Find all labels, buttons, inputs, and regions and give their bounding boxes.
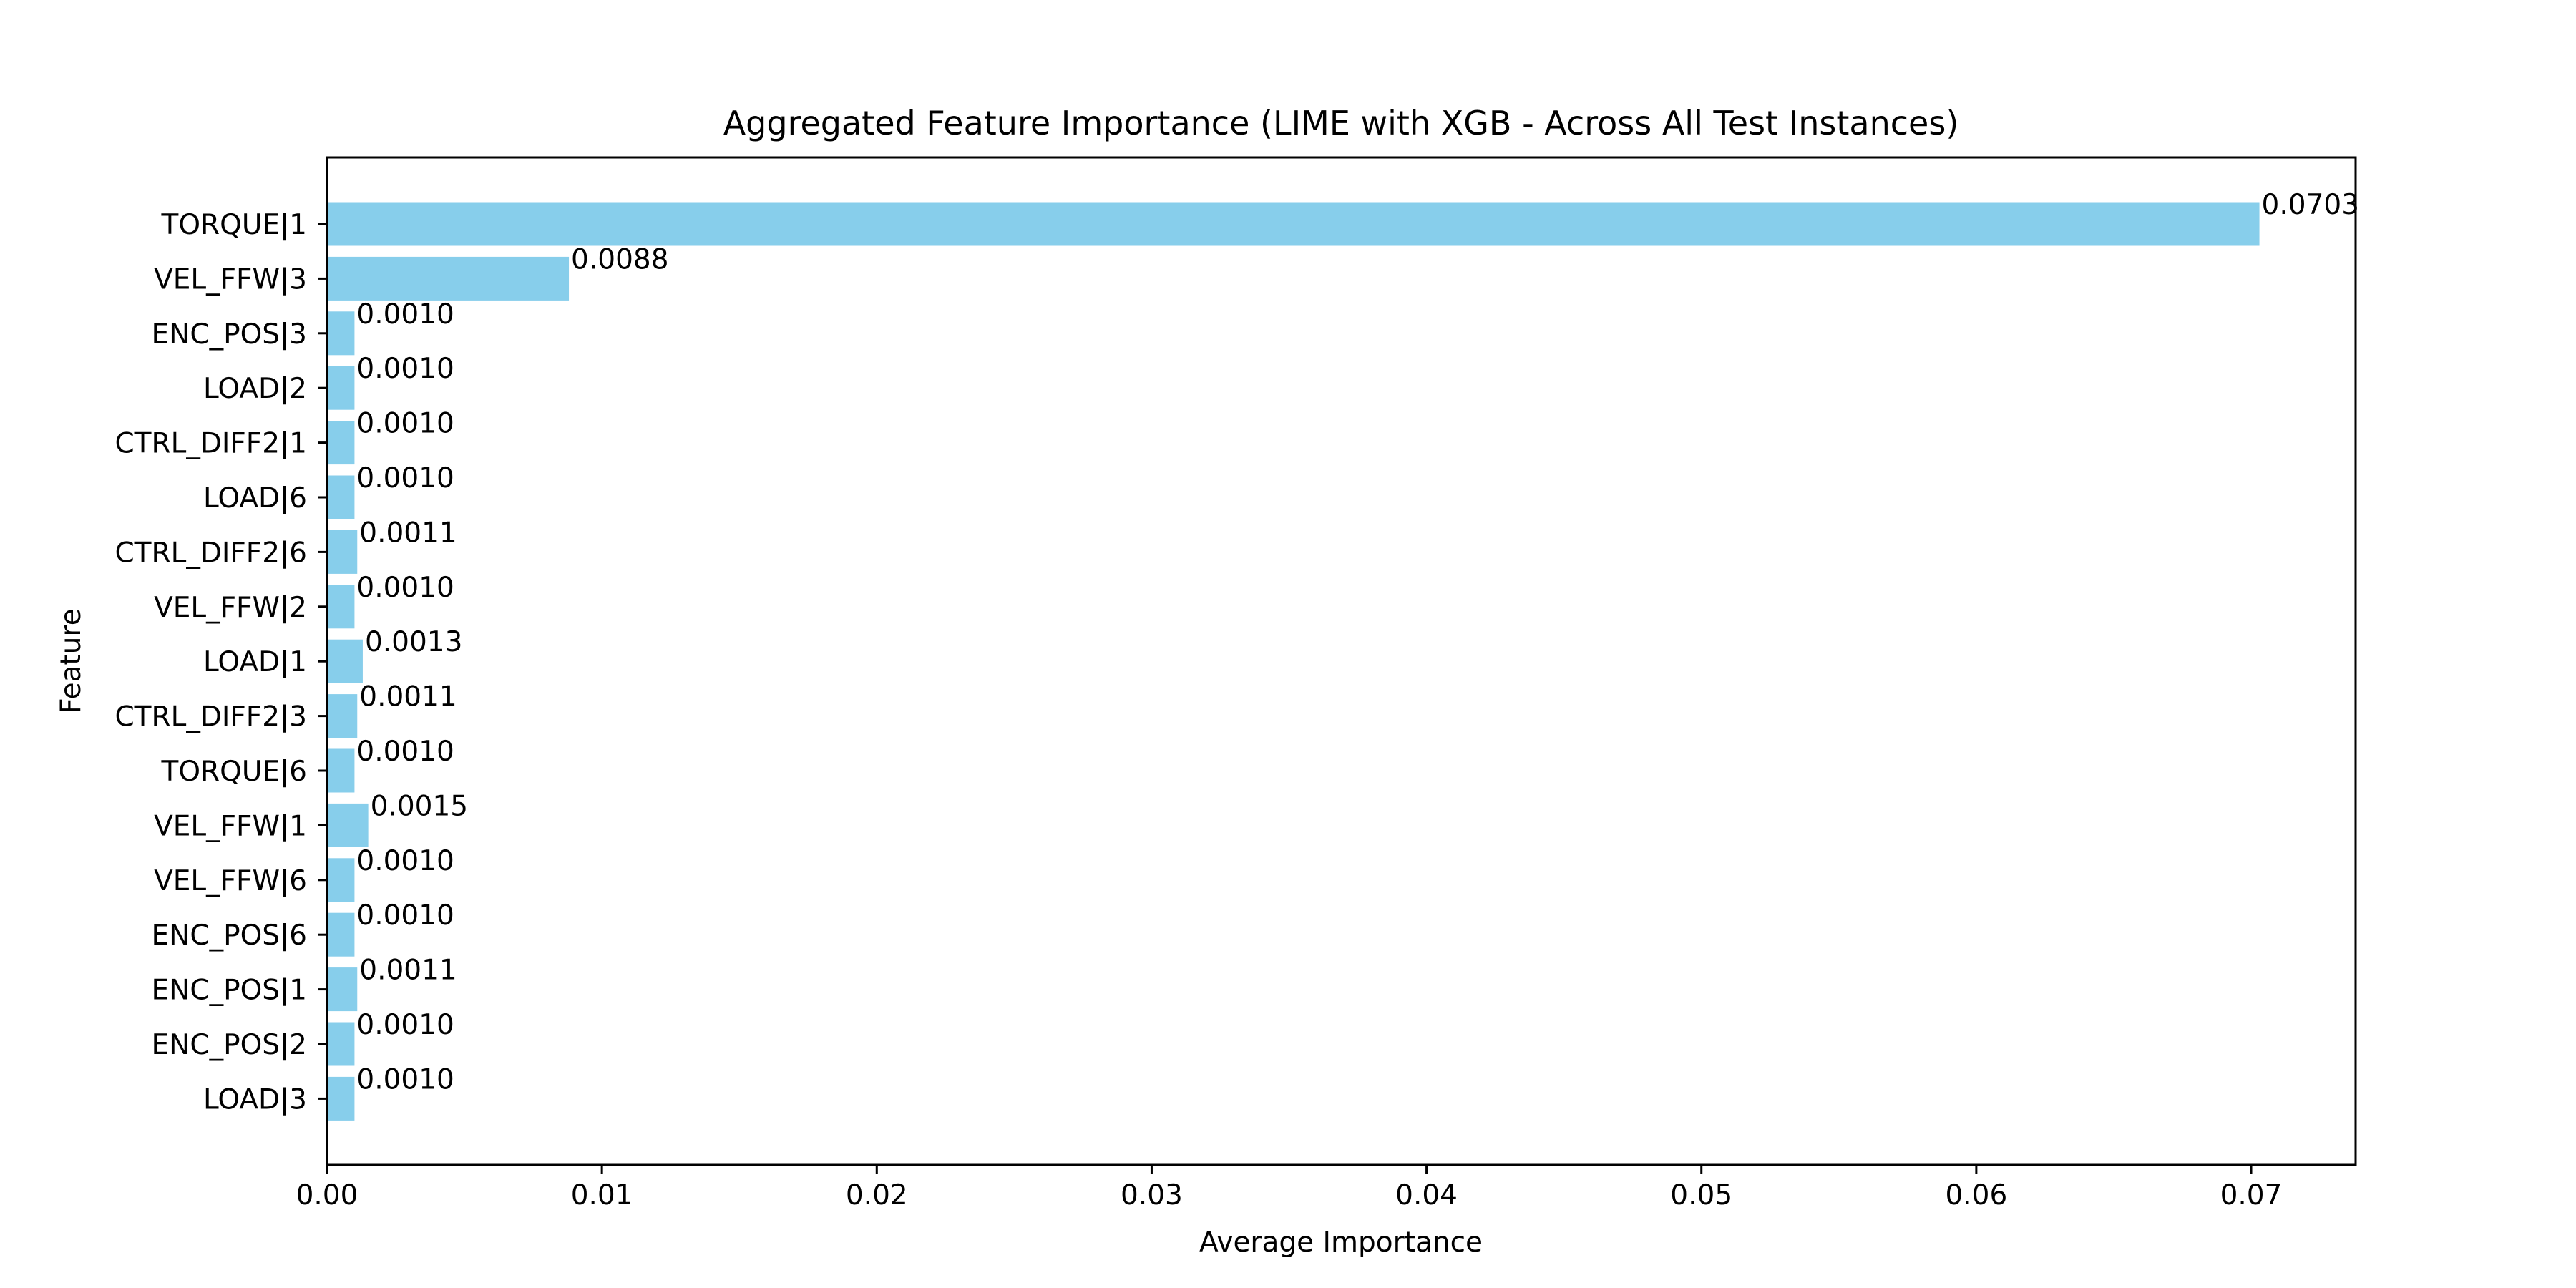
value-label-ctrl-diff2-6: 0.0011 [359,517,457,549]
bar-load-6 [327,475,355,519]
value-label-vel-ffw-1: 0.0015 [371,790,468,822]
plot-frame [326,156,2357,1166]
bar-enc-pos-3 [327,311,355,356]
y-tick-label-ctrl-diff2-3: CTRL_DIFF2|3 [114,701,307,733]
x-axis-label: Average Importance [1199,1226,1483,1259]
bar-load-2 [327,366,355,410]
y-tick-label-ctrl-diff2-6: CTRL_DIFF2|6 [114,537,307,569]
value-label-enc-pos-3: 0.0010 [356,298,454,331]
value-label-load-3: 0.0010 [356,1063,454,1096]
value-label-load-1: 0.0013 [365,626,462,658]
x-tick-label-0: 0.00 [296,1179,358,1211]
bar-vel-ffw-1 [327,803,369,847]
y-tick-label-torque-6: TORQUE|6 [161,756,307,788]
value-label-enc-pos-1: 0.0011 [359,955,457,987]
y-axis-ticks: TORQUE|1 VEL_FFW|3 ENC_POS|3 LOAD|2 CTRL_DIF… [114,209,327,1116]
value-label-ctrl-diff2-1: 0.0010 [356,408,454,440]
y-tick-label-vel-ffw-6: VEL_FFW|6 [154,865,307,897]
y-tick-label-vel-ffw-2: VEL_FFW|2 [154,592,307,624]
bar-vel-ffw-2 [327,585,355,629]
y-axis-label: Feature [55,608,87,713]
chart-title: Aggregated Feature Importance (LIME with… [723,104,1959,142]
y-tick-label-load-2: LOAD|2 [203,373,307,405]
y-tick-label-ctrl-diff2-1: CTRL_DIFF2|1 [114,428,307,460]
bar-vel-ffw-3 [327,256,570,301]
bar-enc-pos-2 [327,1022,355,1066]
x-tick-label-6: 0.06 [1945,1179,2007,1211]
x-tick-label-2: 0.02 [846,1179,908,1211]
bar-enc-pos-1 [327,967,358,1012]
value-label-torque-1: 0.0703 [2262,189,2359,221]
y-tick-label-load-3: LOAD|3 [203,1083,307,1116]
x-axis-ticks: 0.00 0.01 0.02 0.03 0.04 0.05 0.06 0.07 [296,1165,2283,1211]
bar-enc-pos-6 [327,912,355,957]
value-labels-group: 0.0703 0.0088 0.0010 0.0010 0.0010 0.0010 0.00… [356,189,2359,1096]
bar-torque-6 [327,748,355,793]
value-label-vel-ffw-3: 0.0088 [571,243,668,275]
y-tick-label-load-1: LOAD|1 [203,646,307,678]
bar-vel-ffw-6 [327,858,355,902]
x-tick-label-1: 0.01 [571,1179,633,1211]
bar-load-1 [327,639,363,683]
y-tick-label-enc-pos-6: ENC_POS|6 [152,919,307,952]
y-tick-label-load-6: LOAD|6 [203,482,307,514]
bar-ctrl-diff2-3 [327,694,358,738]
bar-ctrl-diff2-6 [327,530,358,574]
bar-torque-1 [327,202,2260,246]
value-label-vel-ffw-2: 0.0010 [356,572,454,604]
x-tick-label-5: 0.05 [1670,1179,1732,1211]
bar-load-3 [327,1076,355,1121]
y-tick-label-enc-pos-1: ENC_POS|1 [152,975,307,1007]
y-tick-label-enc-pos-2: ENC_POS|2 [152,1029,307,1061]
y-tick-label-enc-pos-3: ENC_POS|3 [152,318,307,351]
y-tick-label-vel-ffw-1: VEL_FFW|1 [154,810,307,842]
value-label-load-6: 0.0010 [356,462,454,494]
value-label-vel-ffw-6: 0.0010 [356,845,454,877]
bar-ctrl-diff2-1 [327,421,355,465]
bars-group [327,202,2260,1121]
value-label-torque-6: 0.0010 [356,736,454,768]
value-label-enc-pos-6: 0.0010 [356,899,454,932]
value-label-enc-pos-2: 0.0010 [356,1009,454,1041]
y-tick-label-torque-1: TORQUE|1 [161,209,307,241]
x-tick-label-3: 0.03 [1121,1179,1183,1211]
value-label-ctrl-diff2-3: 0.0011 [359,681,457,713]
y-tick-label-vel-ffw-3: VEL_FFW|3 [154,263,307,296]
x-tick-label-4: 0.04 [1395,1179,1458,1211]
value-label-load-2: 0.0010 [356,353,454,385]
x-tick-label-7: 0.07 [2220,1179,2283,1211]
